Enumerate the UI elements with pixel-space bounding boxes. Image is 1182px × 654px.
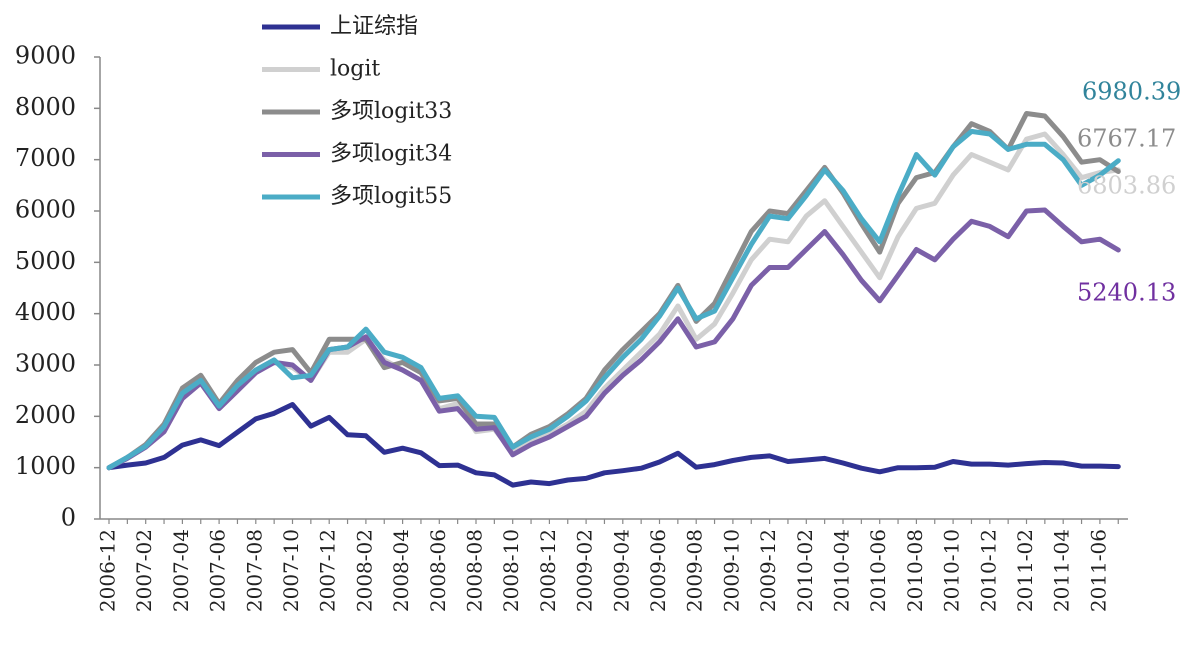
- legend-label-0: 上证综指: [330, 14, 418, 39]
- x-tick-label: 2009-12: [756, 529, 780, 612]
- x-tick-label: 2010-10: [940, 529, 964, 612]
- x-tick-label: 2009-04: [609, 529, 633, 612]
- x-tick-label: 2008-08: [463, 529, 487, 612]
- series-line-4: [106, 128, 1121, 471]
- y-tick-label: 2000: [15, 401, 76, 429]
- x-tick-label: 2010-12: [976, 529, 1000, 612]
- y-tick-label: 5000: [15, 247, 76, 275]
- x-tick-label: 2009-02: [573, 529, 597, 612]
- x-tick-label: 2007-02: [132, 529, 156, 612]
- end-labels: 6980.39 6767.17 6803.86 5240.13: [1077, 78, 1181, 307]
- y-tick-label: 3000: [15, 350, 76, 378]
- legend: 上证综指 logit 多项logit33 多项logit34 多项logit55: [262, 14, 452, 209]
- series-lines: [106, 111, 1121, 488]
- legend-label-1: logit: [330, 57, 380, 82]
- x-tick-label: 2010-02: [793, 529, 817, 612]
- x-tick-label: 2011-06: [1086, 529, 1110, 612]
- legend-label-2: 多项logit33: [330, 99, 452, 124]
- end-value-label-3: 5240.13: [1077, 279, 1176, 307]
- x-tick-label: 2008-02: [352, 529, 376, 612]
- x-tick-label: 2010-08: [903, 529, 927, 612]
- end-value-label-1: 6767.17: [1077, 125, 1176, 153]
- y-tick-label: 0: [61, 504, 76, 532]
- legend-label-3: 多项logit34: [330, 142, 452, 167]
- x-tick-label: 2007-10: [279, 529, 303, 612]
- x-tick-label: 2007-06: [206, 529, 230, 612]
- x-tick-label: 2010-06: [866, 529, 890, 612]
- x-tick-label: 2008-04: [389, 529, 413, 612]
- axes: 0 1000 2000 3000 4000 5000 6000 7000 8000 9000 200…: [15, 42, 1128, 612]
- y-tick-label: 9000: [15, 42, 76, 70]
- y-tick-label: 6000: [15, 196, 76, 224]
- x-tick-label: 2008-10: [499, 529, 523, 612]
- series-line-3: [106, 207, 1121, 471]
- x-tick-label: 2008-12: [536, 529, 560, 612]
- series-line-2: [106, 111, 1121, 471]
- legend-label-4: 多项logit55: [330, 184, 452, 209]
- x-tick-label: 2008-06: [426, 529, 450, 612]
- x-tick-label: 2011-04: [1050, 529, 1074, 612]
- y-tick-label: 1000: [15, 452, 76, 480]
- x-tick-label: 2007-08: [242, 529, 266, 612]
- x-tick-label: 2007-12: [316, 529, 340, 612]
- x-tick-label: 2007-04: [169, 529, 193, 612]
- y-tick-label: 7000: [15, 144, 76, 172]
- y-tick-label: 8000: [15, 93, 76, 121]
- x-tick-label: 2009-08: [683, 529, 707, 612]
- x-tick-label: 2006-12: [96, 529, 120, 612]
- y-tick-label: 4000: [15, 298, 76, 326]
- end-value-label-0: 6980.39: [1082, 78, 1181, 106]
- x-tick-label: 2010-04: [830, 529, 854, 612]
- series-line-0: [106, 402, 1121, 488]
- x-tick-label: 2009-06: [646, 529, 670, 612]
- end-value-label-2: 6803.86: [1077, 172, 1176, 200]
- x-tick-label: 2009-10: [719, 529, 743, 612]
- x-tick-label: 2011-02: [1013, 529, 1037, 612]
